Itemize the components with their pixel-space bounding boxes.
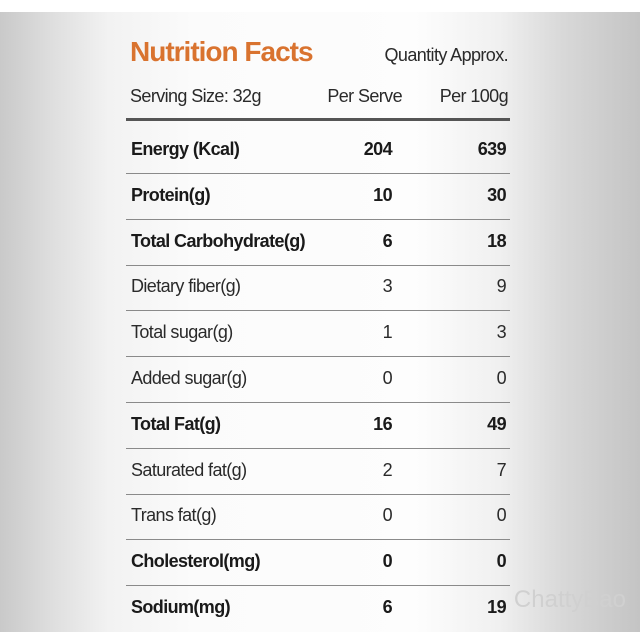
per-100g-value: 0 bbox=[496, 505, 507, 526]
divider bbox=[126, 447, 510, 449]
per-serve-value: 3 bbox=[382, 276, 393, 297]
nutrient-name: Energy (Kcal) bbox=[131, 139, 240, 159]
per-serve-value: 2 bbox=[382, 459, 393, 480]
divider bbox=[126, 118, 510, 121]
per-serve-value: 0 bbox=[382, 551, 393, 572]
per-100g-value: 49 bbox=[487, 413, 506, 434]
serving-size: Serving Size: 32g bbox=[130, 86, 261, 106]
per-serve-value: 1 bbox=[382, 322, 393, 343]
nutrient-name: Protein(g) bbox=[131, 184, 211, 205]
divider bbox=[126, 264, 510, 266]
per-100g-value: 639 bbox=[477, 139, 507, 159]
title: Nutrition Facts bbox=[130, 36, 314, 67]
column-header: Per Serve bbox=[327, 86, 402, 106]
per-serve-value: 204 bbox=[363, 139, 393, 159]
per-100g-value: 0 bbox=[496, 551, 507, 572]
nutrient-name: Total Carbohydrate(g) bbox=[131, 230, 306, 251]
label-background bbox=[0, 12, 640, 632]
per-serve-value: 16 bbox=[373, 413, 392, 434]
divider bbox=[126, 310, 510, 312]
nutrient-name: Cholesterol(mg) bbox=[131, 551, 261, 572]
divider bbox=[126, 585, 510, 587]
per-100g-value: 18 bbox=[487, 230, 506, 251]
nutrient-name: Saturated fat(g) bbox=[131, 459, 247, 480]
nutrient-name: Dietary fiber(g) bbox=[131, 276, 241, 297]
per-100g-value: 7 bbox=[496, 459, 507, 480]
per-serve-value: 6 bbox=[382, 230, 393, 251]
nutrient-name: Added sugar(g) bbox=[131, 368, 247, 388]
divider bbox=[126, 218, 510, 220]
per-serve-value: 10 bbox=[373, 184, 392, 205]
column-header: Per 100g bbox=[439, 86, 509, 106]
per-100g-value: 0 bbox=[496, 368, 507, 388]
nutrient-name: Trans fat(g) bbox=[131, 505, 217, 526]
per-100g-value: 3 bbox=[496, 322, 507, 343]
per-100g-value: 19 bbox=[487, 597, 506, 617]
nutrient-name: Total Fat(g) bbox=[131, 413, 221, 434]
subtitle: Quantity Approx. bbox=[384, 45, 509, 65]
watermark: ChattyBao bbox=[513, 586, 626, 613]
per-100g-value: 30 bbox=[487, 184, 506, 205]
per-serve-value: 0 bbox=[382, 368, 393, 388]
nutrient-name: Total sugar(g) bbox=[131, 322, 233, 343]
per-serve-value: 0 bbox=[382, 505, 393, 526]
per-serve-value: 6 bbox=[382, 597, 393, 617]
divider bbox=[126, 539, 510, 541]
divider bbox=[126, 493, 510, 495]
per-100g-value: 9 bbox=[496, 276, 507, 297]
divider bbox=[126, 402, 510, 403]
divider bbox=[126, 356, 510, 358]
divider bbox=[126, 173, 510, 174]
nutrient-name: Sodium(mg) bbox=[131, 597, 231, 617]
